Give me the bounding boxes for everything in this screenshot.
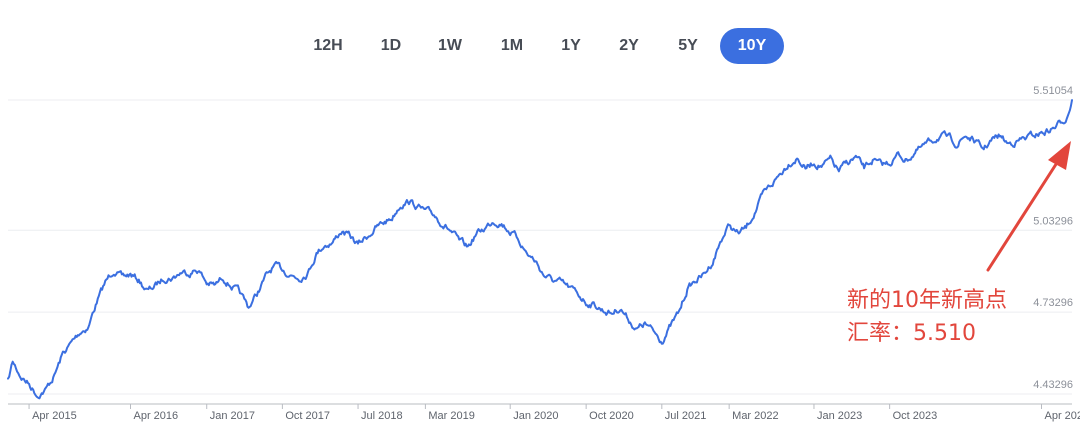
range-1d-button[interactable]: 1D (380, 37, 402, 54)
annotation-arrow-shaft (986, 156, 1062, 272)
y-axis: 5.51054 5.03296 4.73296 4.43296 (1033, 85, 1073, 391)
range-5y-button[interactable]: 5Y (678, 37, 698, 54)
x-tick-label: Jan 2020 (513, 410, 558, 422)
x-tick-label: Oct 2020 (589, 410, 634, 422)
annotation-text-line2: 汇率：5.510 (847, 321, 976, 346)
annotation-arrow-head (1048, 141, 1071, 170)
y-gridlines (8, 99, 1072, 395)
annotation-arrow (986, 141, 1071, 272)
x-tick-label: Jan 2023 (817, 410, 862, 422)
series-line-rate (7, 99, 1073, 400)
x-tick-label: Jul 2021 (665, 410, 707, 422)
x-tick-label: Oct 2017 (285, 410, 330, 422)
range-1y-button[interactable]: 1Y (561, 37, 581, 54)
x-tick-label: Oct 2023 (893, 410, 938, 422)
y-tick-label: 5.51054 (1033, 85, 1073, 97)
time-range-selector: 12H 1D 1W 1M 1Y 2Y 5Y 10Y (0, 28, 1080, 64)
x-axis: Apr 2015 Apr 2016 Jan 2017 Oct 2017 Jul 2018… (8, 403, 1080, 422)
x-tick-label: Apr 2016 (134, 410, 179, 422)
x-tick-label: Jul 2018 (361, 410, 403, 422)
range-12h-button[interactable]: 12H (313, 37, 343, 54)
annotation-text-line1: 新的10年新高点 (847, 288, 1007, 313)
range-1w-button[interactable]: 1W (438, 37, 462, 54)
x-tick-label: Jan 2017 (210, 410, 255, 422)
x-tick-label: Apr 2015 (32, 410, 77, 422)
range-1m-button[interactable]: 1M (500, 37, 524, 54)
x-tick-label: Mar 2022 (732, 410, 778, 422)
x-tick-label: Apr 2025 (1045, 410, 1080, 422)
range-2y-button[interactable]: 2Y (619, 37, 639, 54)
y-tick-label: 4.43296 (1033, 379, 1073, 391)
y-tick-label: 4.73296 (1033, 297, 1073, 309)
x-tick-label: Mar 2019 (428, 410, 474, 422)
y-tick-label: 5.03296 (1033, 215, 1073, 227)
range-10y-button[interactable]: 10Y (720, 28, 784, 64)
